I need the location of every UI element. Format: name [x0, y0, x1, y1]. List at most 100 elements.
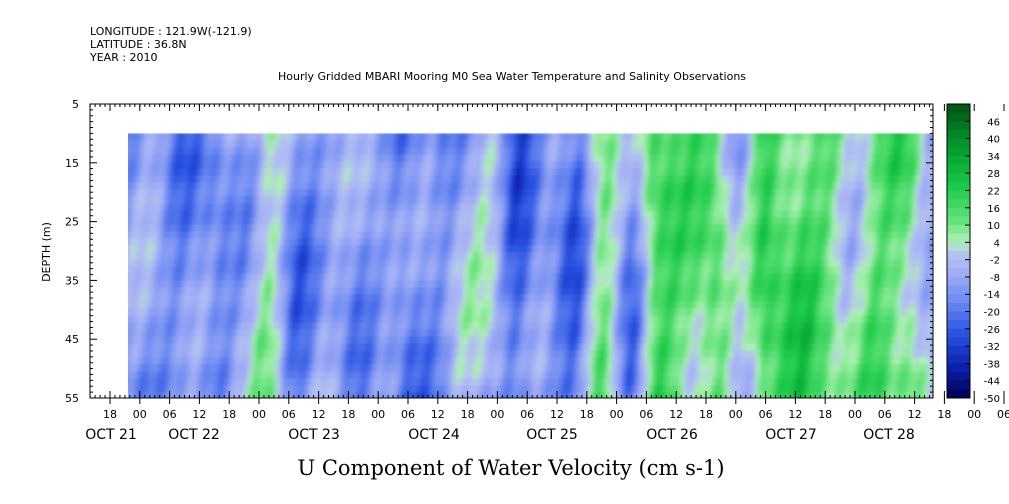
heat-cell — [184, 392, 189, 398]
heat-cell — [276, 140, 281, 149]
heat-cell — [164, 224, 169, 233]
heat-cell — [240, 336, 245, 345]
heat-cell — [188, 231, 193, 240]
heat-cell — [184, 343, 189, 352]
heat-cell — [212, 154, 217, 163]
heat-cell — [252, 252, 257, 261]
heat-cell — [236, 182, 241, 191]
heat-cell — [180, 350, 185, 359]
heat-cell — [184, 280, 189, 289]
heat-cell — [228, 175, 233, 184]
heat-cell — [268, 133, 273, 142]
heat-cell — [244, 210, 249, 219]
heat-cell — [144, 231, 149, 240]
heat-cell — [240, 357, 245, 366]
heat-cell — [196, 203, 201, 212]
heat-cell — [200, 189, 205, 198]
heat-cell — [252, 287, 257, 296]
heat-cell — [220, 273, 225, 282]
heat-cell — [248, 231, 253, 240]
heat-cell — [268, 294, 273, 303]
heat-cell — [252, 203, 257, 212]
heat-cell — [244, 378, 249, 387]
heat-cell — [248, 154, 253, 163]
heat-cell — [180, 273, 185, 282]
heat-cell — [244, 322, 249, 331]
heat-cell — [236, 315, 241, 324]
heat-cell — [276, 266, 281, 275]
heat-cell — [184, 168, 189, 177]
heat-cell — [256, 168, 261, 177]
heat-cell — [260, 203, 265, 212]
heat-cell — [168, 280, 173, 289]
heat-cell — [240, 161, 245, 170]
heat-cell — [228, 133, 233, 142]
heat-cell — [248, 371, 253, 380]
heat-cell — [184, 371, 189, 380]
heat-cell — [128, 357, 133, 366]
heat-cell — [180, 217, 185, 226]
heat-cell — [160, 350, 165, 359]
heat-cell — [228, 287, 233, 296]
heat-cell — [184, 154, 189, 163]
heat-cell — [260, 161, 265, 170]
heat-cell — [276, 280, 281, 289]
heat-cell — [140, 175, 145, 184]
heat-cell — [148, 280, 153, 289]
heat-cell — [236, 294, 241, 303]
heat-cell — [228, 182, 233, 191]
heat-cell — [168, 378, 173, 387]
heat-cell — [236, 224, 241, 233]
heat-cell — [144, 280, 149, 289]
heat-cell — [192, 238, 197, 247]
heat-cell — [212, 294, 217, 303]
heat-cell — [240, 329, 245, 338]
heat-cell — [152, 224, 157, 233]
heat-cell — [236, 231, 241, 240]
heat-cell — [220, 259, 225, 268]
heat-cell — [168, 343, 173, 352]
heat-cell — [272, 133, 277, 142]
heat-cell — [252, 217, 257, 226]
heat-cell — [172, 287, 177, 296]
heat-cell — [248, 350, 253, 359]
heat-cell — [128, 224, 133, 233]
heat-cell — [244, 238, 249, 247]
heat-cell — [264, 350, 269, 359]
heat-cell — [180, 280, 185, 289]
heat-cell — [128, 154, 133, 163]
heat-cell — [152, 308, 157, 317]
heat-cell — [260, 329, 265, 338]
heat-cell — [148, 308, 153, 317]
heat-cell — [264, 280, 269, 289]
heat-cell — [240, 266, 245, 275]
heat-cell — [184, 203, 189, 212]
heat-cell — [160, 182, 165, 191]
heat-cell — [220, 336, 225, 345]
heat-cell — [244, 392, 249, 398]
heat-cell — [136, 252, 141, 261]
heat-cell — [208, 315, 213, 324]
heat-cell — [236, 364, 241, 373]
heat-cell — [236, 266, 241, 275]
heat-cell — [192, 133, 197, 142]
heat-cell — [248, 217, 253, 226]
heat-cell — [192, 350, 197, 359]
heat-cell — [224, 371, 229, 380]
heatmap-field — [128, 133, 933, 398]
heat-cell — [156, 203, 161, 212]
heat-cell — [172, 378, 177, 387]
heat-cell — [200, 385, 205, 394]
heat-cell — [172, 301, 177, 310]
heat-cell — [276, 210, 281, 219]
heat-cell — [256, 350, 261, 359]
heat-cell — [228, 364, 233, 373]
heat-cell — [176, 280, 181, 289]
heat-cell — [224, 168, 229, 177]
heat-cell — [216, 294, 221, 303]
heat-cell — [176, 259, 181, 268]
heat-cell — [208, 175, 213, 184]
heat-cell — [220, 287, 225, 296]
heat-cell — [128, 385, 133, 394]
heat-cell — [160, 210, 165, 219]
